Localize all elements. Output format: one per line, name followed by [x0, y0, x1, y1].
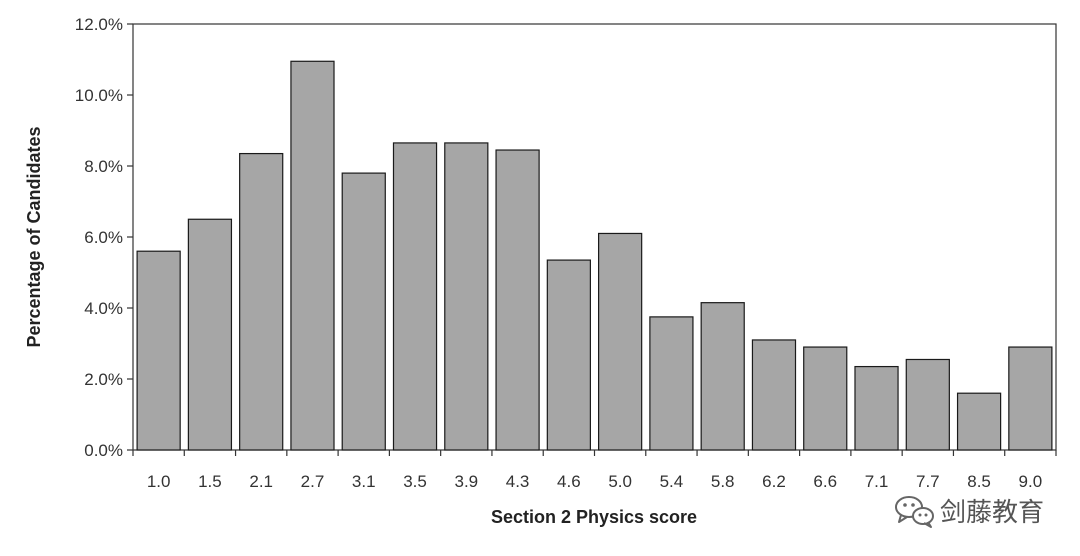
y-tick-label: 10.0% — [75, 86, 123, 105]
bars — [136, 60, 1053, 451]
y-tick-label: 2.0% — [84, 370, 123, 389]
bar-2-7 — [290, 60, 335, 451]
x-tick-label: 5.0 — [608, 472, 632, 491]
bar-5-8 — [700, 302, 745, 451]
y-tick-label: 0.0% — [84, 441, 123, 460]
x-tick-label: 5.8 — [711, 472, 735, 491]
watermark-text: 剑藤教育 — [940, 498, 1044, 528]
bar-4-3 — [495, 149, 540, 451]
y-axis-ticks: 0.0% 2.0% 4.0% 6.0% 8.0% 10.0% 12.0% — [75, 15, 133, 460]
x-tick-label: 1.0 — [147, 472, 171, 491]
y-tick-label: 12.0% — [75, 15, 123, 34]
watermark: 剑藤教育 — [895, 496, 1044, 528]
bar-7-1 — [854, 365, 899, 451]
y-axis-title: Percentage of Candidates — [24, 126, 44, 347]
bar-5-0 — [597, 232, 643, 451]
bar-3-1 — [341, 172, 386, 451]
x-tick-label: 9.0 — [1019, 472, 1043, 491]
y-tick-label: 8.0% — [84, 157, 123, 176]
x-tick-label: 5.4 — [660, 472, 684, 491]
x-tick-label: 6.6 — [813, 472, 837, 491]
x-tick-label: 7.1 — [865, 472, 889, 491]
x-tick-label: 2.1 — [249, 472, 273, 491]
bar-6-2 — [751, 339, 797, 451]
bar-3-9 — [444, 142, 489, 451]
x-axis-ticks: 1.0 1.5 2.1 2.7 3.1 3.5 3.9 4.3 4.6 5.0 5.4 5.8 6.2 6… — [132, 450, 1057, 491]
y-tick-label: 6.0% — [84, 228, 123, 247]
x-tick-label: 3.1 — [352, 472, 376, 491]
x-tick-label: 1.5 — [198, 472, 222, 491]
wechat-icon — [895, 496, 934, 528]
x-tick-label: 4.6 — [557, 472, 581, 491]
x-tick-label: 7.7 — [916, 472, 940, 491]
bar-2-1 — [239, 152, 284, 451]
x-tick-label: 6.2 — [762, 472, 786, 491]
x-tick-label: 4.3 — [506, 472, 530, 491]
bar-6-6 — [803, 346, 848, 451]
bar-3-5 — [392, 142, 438, 451]
bar-8-5 — [956, 392, 1002, 451]
x-tick-label: 8.5 — [967, 472, 991, 491]
bar-4-6 — [546, 259, 591, 451]
x-axis-title: Section 2 Physics score — [491, 507, 697, 527]
bar-5-4 — [649, 316, 694, 451]
bar-9-0 — [1008, 346, 1053, 451]
bar-1-0 — [136, 250, 181, 451]
y-tick-label: 4.0% — [84, 299, 123, 318]
x-tick-label: 2.7 — [301, 472, 325, 491]
bar-1-5 — [187, 218, 233, 451]
bar-7-7 — [905, 358, 950, 451]
x-tick-label: 3.9 — [454, 472, 478, 491]
x-tick-label: 3.5 — [403, 472, 427, 491]
